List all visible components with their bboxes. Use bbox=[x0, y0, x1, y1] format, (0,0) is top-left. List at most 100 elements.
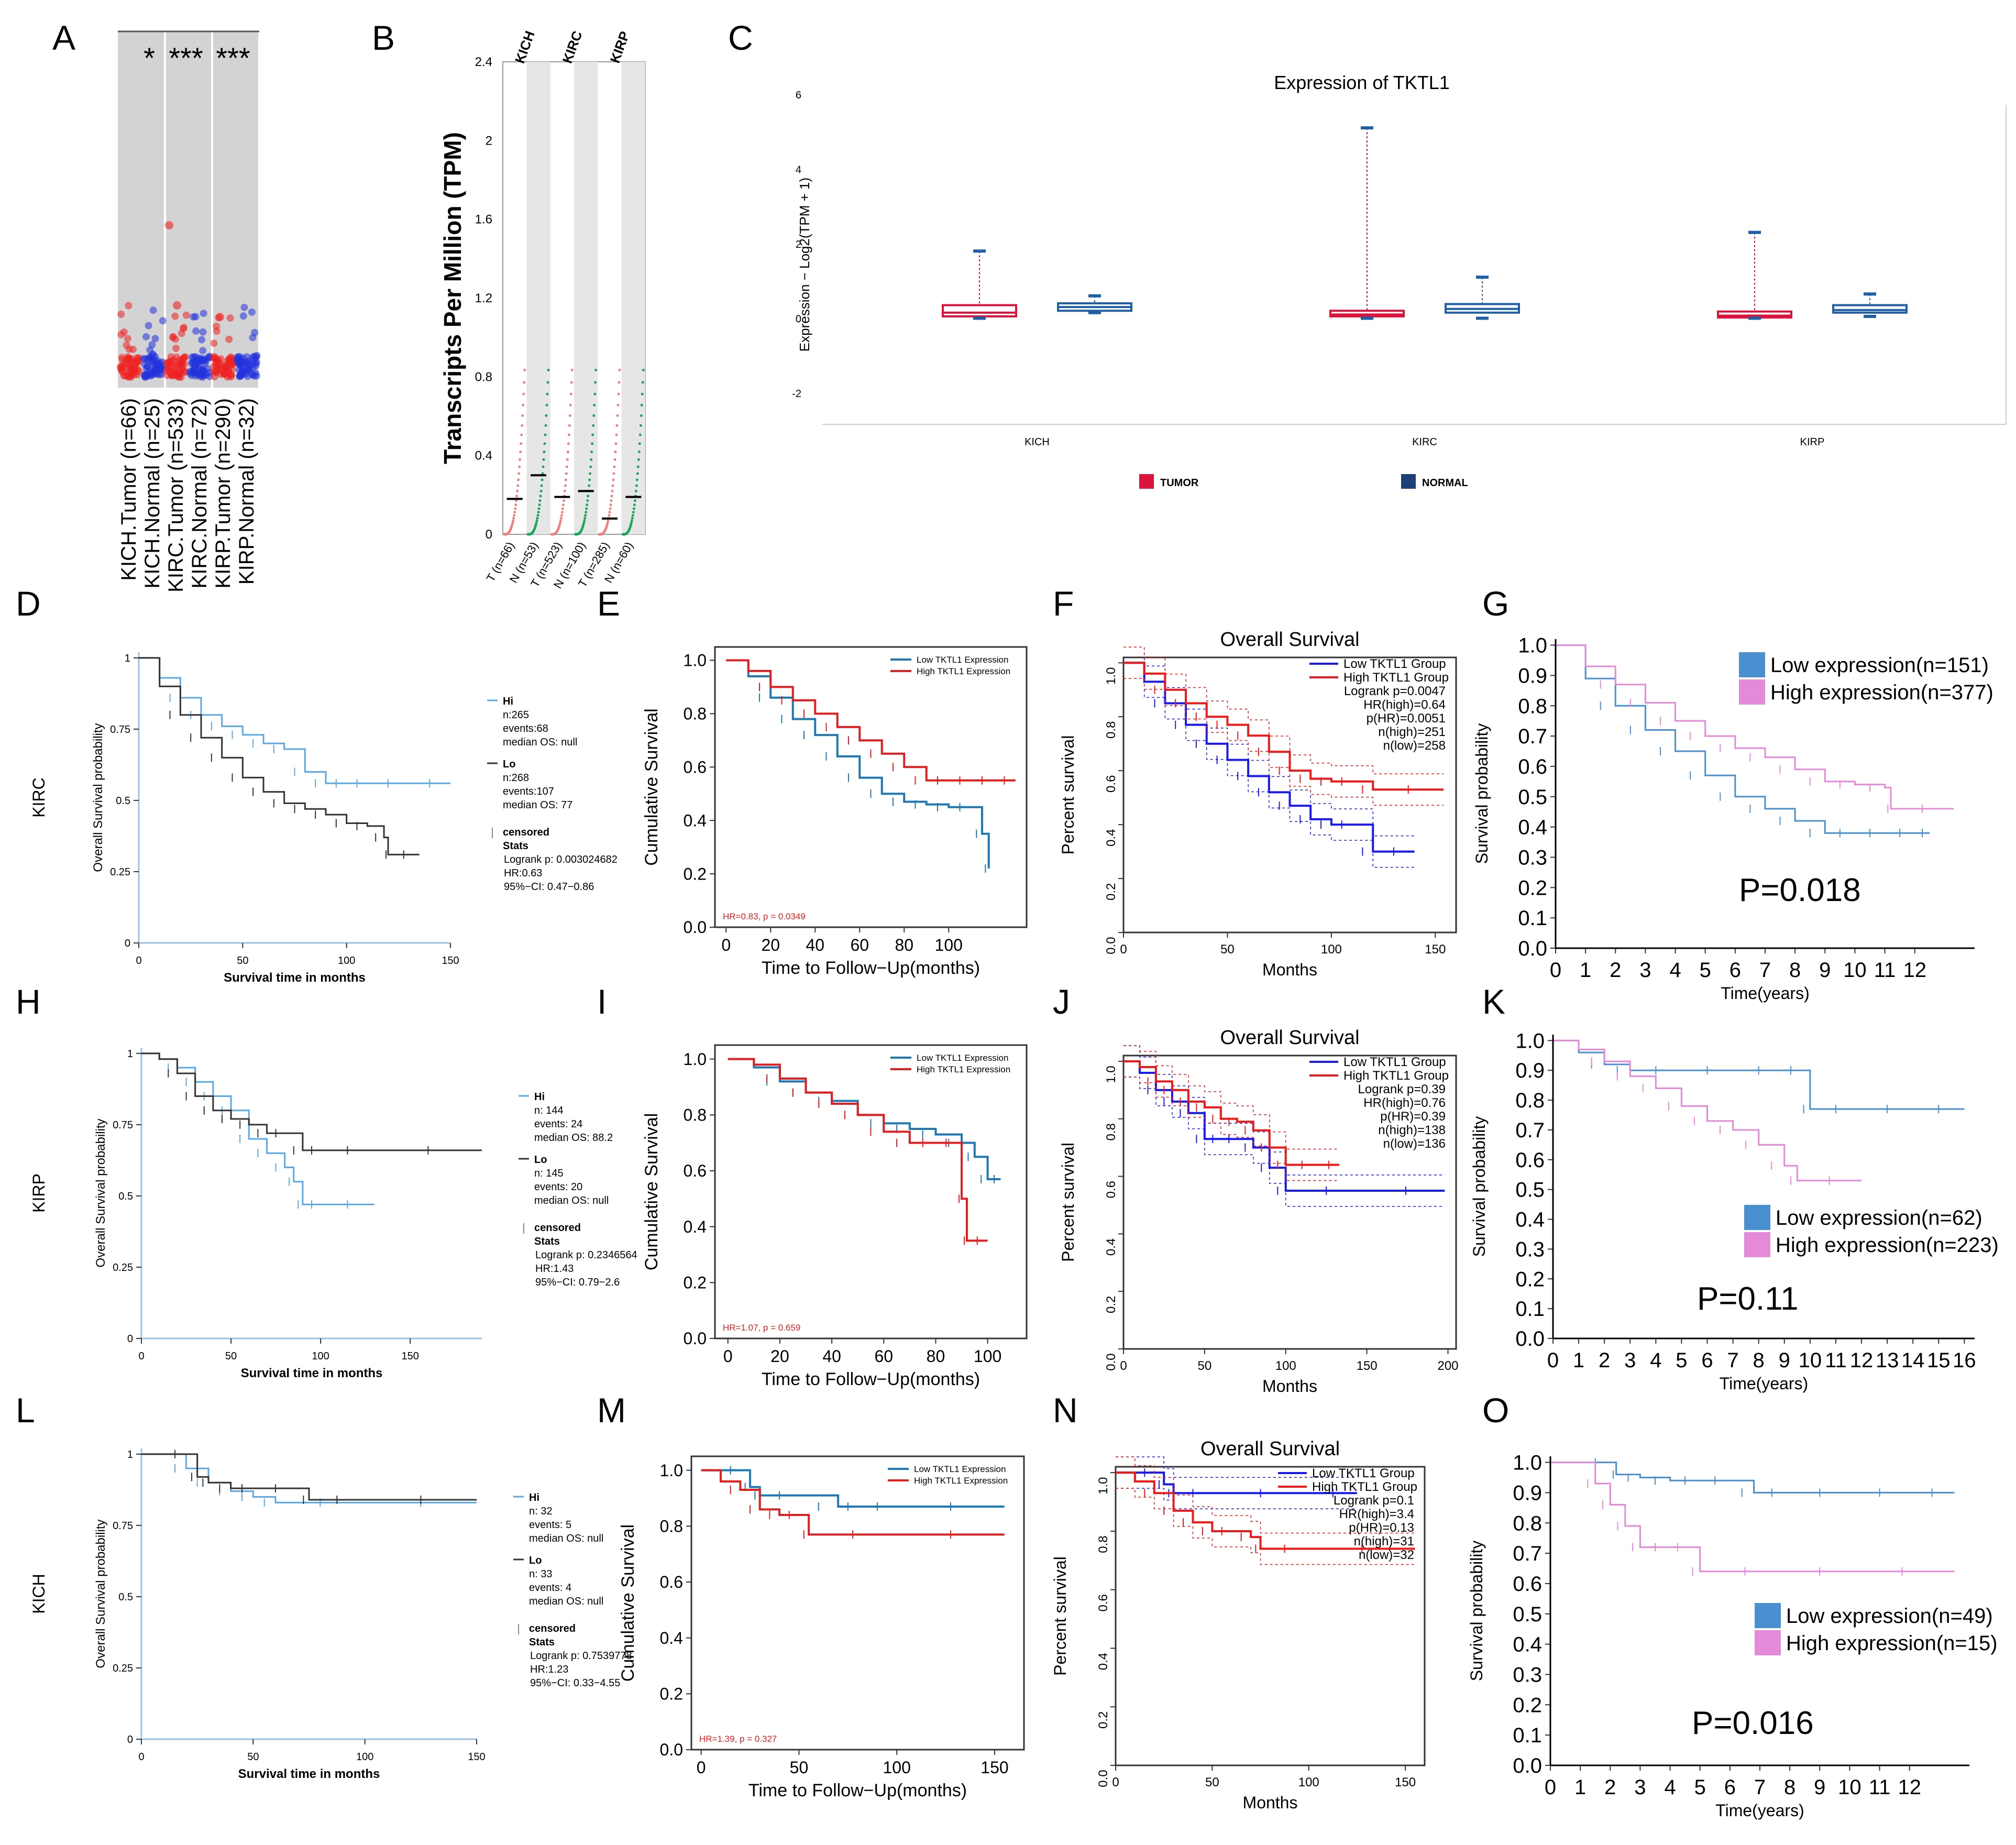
legend-lo-text: n:268 bbox=[503, 772, 529, 784]
data-point bbox=[537, 511, 540, 514]
data-point bbox=[239, 369, 247, 377]
data-point bbox=[171, 312, 179, 320]
data-point bbox=[590, 451, 593, 454]
legend-label: Low TKTL1 Expression bbox=[914, 1464, 1006, 1474]
panel-label-L: L bbox=[16, 1391, 35, 1430]
panel-M: 0 50 100 150 0.0 0.2 0.4 0.6 0.8 1.0 Time to Follo… bbox=[618, 1455, 1025, 1800]
legend-swatch bbox=[1744, 1232, 1770, 1257]
data-point bbox=[199, 347, 207, 355]
data-point bbox=[632, 507, 635, 510]
data-point bbox=[539, 495, 542, 498]
data-point bbox=[560, 511, 564, 514]
data-point bbox=[541, 478, 544, 481]
data-point bbox=[210, 339, 218, 347]
data-point bbox=[141, 371, 149, 379]
x-tick-label: 200 bbox=[1437, 1359, 1458, 1373]
y-tick-label: 0.7 bbox=[1518, 725, 1547, 748]
y-axis-label: Percent survival bbox=[1051, 1556, 1070, 1676]
data-point bbox=[200, 310, 207, 317]
panel-label-I: I bbox=[597, 982, 607, 1021]
group-label: KIRP bbox=[607, 29, 632, 65]
legend-lo-text: median OS: 77 bbox=[503, 799, 572, 811]
x-tick-label: 6 bbox=[1701, 1349, 1713, 1372]
data-point bbox=[568, 424, 571, 427]
legend-hi-text: Hi bbox=[534, 1091, 545, 1103]
x-tick-label: 100 bbox=[1275, 1359, 1296, 1373]
legend-swatch-normal bbox=[1401, 474, 1416, 489]
x-tick-label: 40 bbox=[806, 936, 824, 954]
legend-stats-text: censored bbox=[503, 827, 549, 838]
y-tick-label: 0.25 bbox=[113, 1262, 133, 1273]
legend-label: High TKTL1 Group bbox=[1312, 1480, 1417, 1494]
cancer-type-label: KIRP bbox=[29, 1173, 48, 1213]
data-point bbox=[593, 403, 596, 407]
x-tick-label: 60 bbox=[850, 936, 869, 954]
x-axis-label: Time to Follow−Up(months) bbox=[762, 1369, 980, 1389]
x-axis-label: Time(years) bbox=[1721, 984, 1809, 1003]
y-tick: -2 bbox=[792, 388, 801, 400]
ci-upper bbox=[1123, 646, 1415, 837]
legend-label: High expression(n=223) bbox=[1776, 1234, 1999, 1257]
data-point bbox=[590, 458, 593, 461]
y-tick-label: 0.5 bbox=[1513, 1603, 1542, 1626]
ci-lower bbox=[1123, 678, 1415, 868]
x-tick-label: 16 bbox=[1953, 1349, 1976, 1372]
data-point bbox=[159, 317, 167, 325]
x-tick-label: 2 bbox=[1604, 1776, 1616, 1799]
y-tick: 2.4 bbox=[475, 55, 492, 69]
y-axis-label: Overall Survival probability bbox=[91, 723, 105, 872]
legend-label: High TKTL1 Expression bbox=[914, 1476, 1008, 1486]
data-point bbox=[226, 314, 234, 322]
y-tick-label: 1.0 bbox=[1104, 1066, 1118, 1083]
data-point bbox=[613, 458, 616, 461]
y-tick-label: 0.1 bbox=[1518, 907, 1547, 930]
data-point bbox=[157, 364, 164, 371]
data-point bbox=[629, 523, 632, 526]
data-point bbox=[636, 472, 639, 475]
data-point bbox=[170, 358, 178, 366]
x-tick-label: 0 bbox=[1545, 1776, 1556, 1799]
data-point bbox=[512, 517, 515, 520]
survival-curve bbox=[726, 659, 1016, 782]
plot-frame bbox=[714, 646, 1028, 928]
x-tick-label: 7 bbox=[1727, 1349, 1738, 1372]
data-point bbox=[559, 517, 563, 520]
category-label: KIRP.Tumor (n=290) bbox=[212, 398, 235, 589]
y-axis-label: Survival probability bbox=[1470, 1116, 1489, 1257]
y-tick-label: 0.4 bbox=[1096, 1653, 1110, 1670]
x-tick-label: 100 bbox=[935, 936, 963, 954]
x-tick-label: 50 bbox=[225, 1350, 237, 1362]
data-point bbox=[515, 495, 519, 498]
y-tick-label: 0.75 bbox=[113, 1520, 133, 1532]
category-label: KICH.Tumor (n=66) bbox=[117, 398, 140, 581]
x-tick-label: 10 bbox=[1838, 1776, 1861, 1799]
x-tick-label: 8 bbox=[1753, 1349, 1765, 1372]
y-tick: 6 bbox=[796, 90, 801, 101]
data-point bbox=[517, 478, 520, 481]
x-tick-label: 1 bbox=[1573, 1349, 1584, 1372]
x-tick-label: 80 bbox=[895, 936, 913, 954]
data-point bbox=[537, 507, 541, 510]
x-tick-label: 100 bbox=[338, 955, 355, 967]
data-point bbox=[200, 372, 207, 380]
hr-annotation: HR=0.83, p = 0.0349 bbox=[723, 911, 806, 921]
data-point bbox=[640, 403, 643, 407]
y-tick-label: 1.0 bbox=[684, 1050, 707, 1069]
legend-stats-text: Stats bbox=[529, 1637, 555, 1648]
y-axis-label: Transcripts Per Million (TPM) bbox=[439, 132, 466, 464]
data-point bbox=[125, 345, 133, 353]
data-point bbox=[630, 521, 633, 524]
data-point bbox=[635, 478, 638, 481]
legend-hi-text: n: 32 bbox=[529, 1506, 552, 1517]
data-point bbox=[585, 511, 588, 514]
x-axis-label: Months bbox=[1262, 1377, 1317, 1396]
x-tick-label: 150 bbox=[1425, 942, 1446, 957]
ci-upper bbox=[1116, 1456, 1357, 1478]
data-point bbox=[585, 507, 588, 510]
data-point bbox=[518, 465, 521, 468]
data-point bbox=[640, 414, 643, 417]
data-point bbox=[611, 484, 614, 487]
survival-curve bbox=[1550, 1462, 1955, 1573]
x-tick-label: 100 bbox=[974, 1347, 1001, 1366]
